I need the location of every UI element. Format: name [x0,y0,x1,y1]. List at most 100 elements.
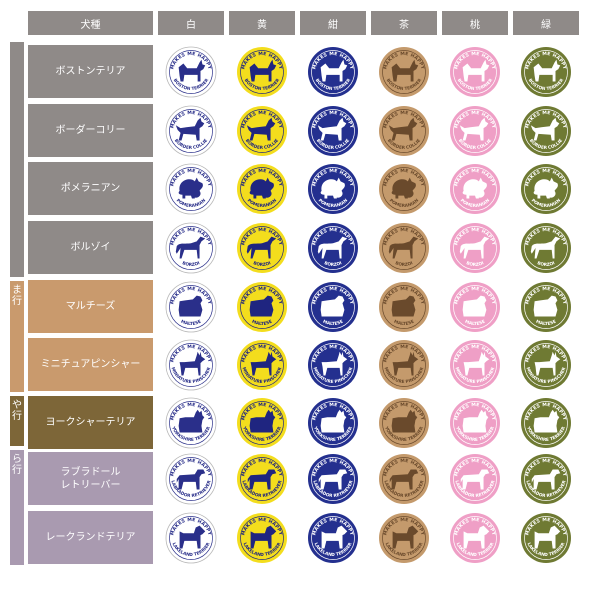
header-color-yellow: 黄 [229,11,295,35]
badge-boston-0[interactable]: ★ MAKES ME HAPPY ★BOSTON TERRIER [165,46,217,98]
group-strip-ra: ら 行 [10,450,24,565]
badge-boston-4[interactable]: ★ MAKES ME HAPPY ★BOSTON TERRIER [449,46,501,98]
badge-lakeland-1[interactable]: ★ MAKES ME HAPPY ★LAKELAND TERRIER [236,512,288,564]
badge-borzoi-3[interactable]: ★ MAKES ME HAPPY ★BORZOI [378,222,430,274]
badge-breed-text: MALTESE [322,319,344,327]
dog-silhouette-icon [249,59,277,82]
badge-collie-4[interactable]: ★ MAKES ME HAPPY ★BORDER COLLIE [449,105,501,157]
dog-silhouette-icon [321,525,348,549]
breed-label: ミニチュアピンシャー [40,359,141,370]
badge-lakeland-0[interactable]: ★ MAKES ME HAPPY ★LAKELAND TERRIER [165,512,217,564]
badge-borzoi-2[interactable]: ★ MAKES ME HAPPY ★BORZOI [307,222,359,274]
dog-badge-icon: ★ MAKES ME HAPPY ★YORKSHIRE TERRIER [307,397,358,448]
badge-pinscher-3[interactable]: ★ MAKES ME HAPPY ★MINIATURE PINSCHER [378,339,430,391]
badge-yorkie-3[interactable]: ★ MAKES ME HAPPY ★YORKSHIRE TERRIER [378,397,430,449]
badge-boston-2[interactable]: ★ MAKES ME HAPPY ★BOSTON TERRIER [307,46,359,98]
badge-pom-0[interactable]: ★ MAKES ME HAPPY ★POMERANIAN [165,163,217,215]
breed-cell-pom: ポメラニアン [28,162,153,215]
dog-silhouette-icon [178,59,206,82]
breed-label: ボストンテリア [55,66,126,77]
dog-silhouette-icon [178,295,203,317]
badge-lab-2[interactable]: ★ MAKES ME HAPPY ★LABRADOR RETRIEVER [307,453,359,505]
dog-silhouette-icon [321,351,348,376]
dog-badge-icon: ★ MAKES ME HAPPY ★YORKSHIRE TERRIER [378,397,429,448]
header-breed-label: 犬種 [80,19,101,31]
dog-badge-icon: ★ MAKES ME HAPPY ★BOSTON TERRIER [307,46,358,97]
badge-maltese-5[interactable]: ★ MAKES ME HAPPY ★MALTESE [520,281,572,333]
header-color-label: 紺 [328,19,338,31]
header-color-label: 緑 [541,19,551,31]
badge-pom-4[interactable]: ★ MAKES ME HAPPY ★POMERANIAN [449,163,501,215]
badge-pom-1[interactable]: ★ MAKES ME HAPPY ★POMERANIAN [236,163,288,215]
badge-maltese-2[interactable]: ★ MAKES ME HAPPY ★MALTESE [307,281,359,333]
badge-maltese-1[interactable]: ★ MAKES ME HAPPY ★MALTESE [236,281,288,333]
badge-lab-1[interactable]: ★ MAKES ME HAPPY ★LABRADOR RETRIEVER [236,453,288,505]
badge-pom-5[interactable]: ★ MAKES ME HAPPY ★POMERANIAN [520,163,572,215]
dog-badge-icon: ★ MAKES ME HAPPY ★MINIATURE PINSCHER [520,339,571,390]
badge-maltese-4[interactable]: ★ MAKES ME HAPPY ★MALTESE [449,281,501,333]
header-color-label: 黄 [257,19,267,31]
badge-lab-0[interactable]: ★ MAKES ME HAPPY ★LABRADOR RETRIEVER [165,453,217,505]
badge-pinscher-2[interactable]: ★ MAKES ME HAPPY ★MINIATURE PINSCHER [307,339,359,391]
dog-silhouette-icon [388,236,419,259]
badge-collie-1[interactable]: ★ MAKES ME HAPPY ★BORDER COLLIE [236,105,288,157]
dog-badge-icon: ★ MAKES ME HAPPY ★LAKELAND TERRIER [236,512,287,563]
badge-collie-5[interactable]: ★ MAKES ME HAPPY ★BORDER COLLIE [520,105,572,157]
header-color-navy: 紺 [300,11,366,35]
badge-maltese-0[interactable]: ★ MAKES ME HAPPY ★MALTESE [165,281,217,333]
badge-pom-3[interactable]: ★ MAKES ME HAPPY ★POMERANIAN [378,163,430,215]
badge-lab-4[interactable]: ★ MAKES ME HAPPY ★LABRADOR RETRIEVER [449,453,501,505]
badge-lab-3[interactable]: ★ MAKES ME HAPPY ★LABRADOR RETRIEVER [378,453,430,505]
breed-label: マルチーズ [65,301,116,312]
badge-yorkie-5[interactable]: ★ MAKES ME HAPPY ★YORKSHIRE TERRIER [520,397,572,449]
badge-collie-3[interactable]: ★ MAKES ME HAPPY ★BORDER COLLIE [378,105,430,157]
dog-silhouette-icon [391,295,416,317]
badge-lakeland-5[interactable]: ★ MAKES ME HAPPY ★LAKELAND TERRIER [520,512,572,564]
badge-pinscher-0[interactable]: ★ MAKES ME HAPPY ★MINIATURE PINSCHER [165,339,217,391]
dog-badge-icon: ★ MAKES ME HAPPY ★MALTESE [378,281,429,332]
badge-maltese-3[interactable]: ★ MAKES ME HAPPY ★MALTESE [378,281,430,333]
header-color-label: 白 [186,19,196,31]
group-strip-ma: ま 行 [10,281,24,392]
badge-yorkie-1[interactable]: ★ MAKES ME HAPPY ★YORKSHIRE TERRIER [236,397,288,449]
badge-yorkie-2[interactable]: ★ MAKES ME HAPPY ★YORKSHIRE TERRIER [307,397,359,449]
badge-borzoi-5[interactable]: ★ MAKES ME HAPPY ★BORZOI [520,222,572,274]
dog-badge-icon: ★ MAKES ME HAPPY ★BORDER COLLIE [165,105,217,157]
badge-collie-2[interactable]: ★ MAKES ME HAPPY ★BORDER COLLIE [307,105,359,157]
breed-label: ボーダーコリー [55,125,126,136]
svg-text:MALTESE: MALTESE [535,319,557,327]
badge-boston-3[interactable]: ★ MAKES ME HAPPY ★BOSTON TERRIER [378,46,430,98]
group-strip-ha [10,42,24,277]
dog-badge-icon: ★ MAKES ME HAPPY ★BOSTON TERRIER [520,46,571,97]
badge-pinscher-1[interactable]: ★ MAKES ME HAPPY ★MINIATURE PINSCHER [236,339,288,391]
svg-text:BORZOI: BORZOI [465,260,485,268]
dog-badge-icon: ★ MAKES ME HAPPY ★POMERANIAN [378,163,429,214]
dog-badge-icon: ★ MAKES ME HAPPY ★MALTESE [520,281,571,332]
badge-borzoi-0[interactable]: ★ MAKES ME HAPPY ★BORZOI [165,222,217,274]
badge-borzoi-1[interactable]: ★ MAKES ME HAPPY ★BORZOI [236,222,288,274]
dog-silhouette-icon [320,59,348,82]
dog-badge-icon: ★ MAKES ME HAPPY ★BORZOI [165,222,217,274]
dog-badge-icon: ★ MAKES ME HAPPY ★BOSTON TERRIER [449,46,500,97]
badge-boston-5[interactable]: ★ MAKES ME HAPPY ★BOSTON TERRIER [520,46,572,98]
badge-yorkie-4[interactable]: ★ MAKES ME HAPPY ★YORKSHIRE TERRIER [449,397,501,449]
dog-silhouette-icon [249,409,276,433]
badge-lakeland-2[interactable]: ★ MAKES ME HAPPY ★LAKELAND TERRIER [307,512,359,564]
badge-yorkie-0[interactable]: ★ MAKES ME HAPPY ★YORKSHIRE TERRIER [165,397,217,449]
badge-borzoi-4[interactable]: ★ MAKES ME HAPPY ★BORZOI [449,222,501,274]
badge-boston-1[interactable]: ★ MAKES ME HAPPY ★BOSTON TERRIER [236,46,288,98]
badge-breed-text: MALTESE [180,319,202,327]
badge-pinscher-4[interactable]: ★ MAKES ME HAPPY ★MINIATURE PINSCHER [449,339,501,391]
dog-silhouette-icon [533,59,561,82]
dog-badge-icon: ★ MAKES ME HAPPY ★BORDER COLLIE [449,105,500,156]
dog-badge-icon: ★ MAKES ME HAPPY ★LABRADOR RETRIEVER [378,453,429,504]
dog-badge-icon: ★ MAKES ME HAPPY ★POMERANIAN [236,163,287,214]
badge-pinscher-5[interactable]: ★ MAKES ME HAPPY ★MINIATURE PINSCHER [520,339,572,391]
badge-lakeland-4[interactable]: ★ MAKES ME HAPPY ★LAKELAND TERRIER [449,512,501,564]
badge-collie-0[interactable]: ★ MAKES ME HAPPY ★BORDER COLLIE [165,105,217,157]
badge-lakeland-3[interactable]: ★ MAKES ME HAPPY ★LAKELAND TERRIER [378,512,430,564]
svg-text:MALTESE: MALTESE [464,319,486,327]
badge-pom-2[interactable]: ★ MAKES ME HAPPY ★POMERANIAN [307,163,359,215]
badge-lab-5[interactable]: ★ MAKES ME HAPPY ★LABRADOR RETRIEVER [520,453,572,505]
dog-silhouette-icon [250,525,277,549]
